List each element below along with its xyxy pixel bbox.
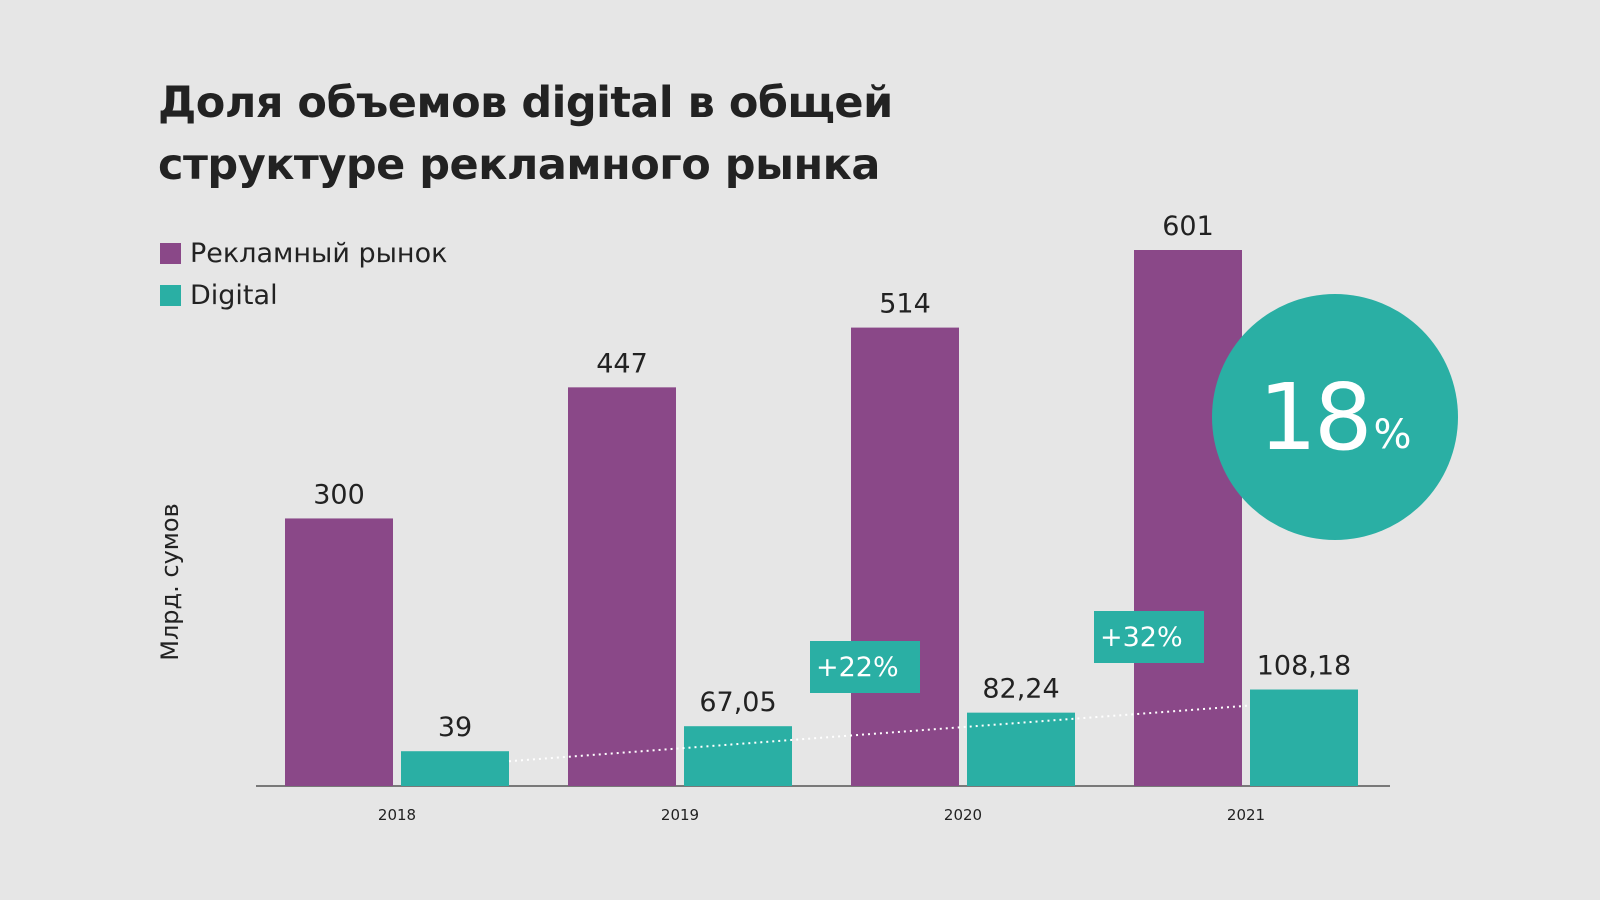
legend-item-advertising-market: Рекламный рынок	[160, 232, 447, 274]
chart-title-line2: структуре рекламного рынка	[158, 140, 880, 190]
legend-item-digital: Digital	[160, 274, 447, 316]
bar-advertising-market-2020	[851, 327, 959, 786]
data-label-advertising-market-2020: 514	[879, 289, 931, 320]
bar-digital-2019	[684, 726, 792, 786]
x-tick-label-2019: 2019	[661, 806, 699, 824]
bar-advertising-market-2018	[285, 518, 393, 786]
legend-swatch-advertising-market	[160, 242, 181, 264]
legend-swatch-digital	[160, 284, 181, 306]
legend-label-digital: Digital	[190, 279, 278, 311]
legend: Рекламный рынок Digital	[160, 232, 447, 316]
bar-advertising-market-2019	[568, 387, 676, 786]
bar-advertising-market-2021	[1134, 250, 1242, 786]
bar-digital-2021	[1250, 689, 1358, 786]
data-label-advertising-market-2018: 300	[313, 479, 365, 510]
data-label-digital-2021: 108,18	[1257, 651, 1351, 682]
data-label-digital-2018: 39	[438, 712, 472, 743]
growth-label-2021: +32%	[1094, 611, 1204, 663]
bar-digital-2020	[967, 712, 1075, 786]
x-tick-label-2020: 2020	[944, 806, 982, 824]
legend-label-advertising-market: Рекламный рынок	[190, 237, 448, 269]
data-label-digital-2019: 67,05	[699, 687, 776, 718]
digital-trend-line	[508, 704, 1251, 763]
chart-title: Доля объемов digital в общей структуре р…	[158, 72, 1058, 196]
digital-share-value: 18	[1258, 363, 1372, 471]
data-label-advertising-market-2019: 447	[596, 348, 648, 379]
growth-label-2020: +22%	[810, 641, 920, 693]
data-label-advertising-market-2021: 601	[1162, 211, 1214, 242]
digital-share-badge: 18 %	[1212, 294, 1458, 540]
digital-share-unit: %	[1373, 412, 1412, 458]
data-label-digital-2020: 82,24	[982, 674, 1059, 705]
chart-title-line1: Доля объемов digital в общей	[158, 78, 893, 128]
x-tick-label-2018: 2018	[378, 806, 416, 824]
bar-digital-2018	[401, 751, 509, 786]
x-tick-label-2021: 2021	[1227, 806, 1265, 824]
